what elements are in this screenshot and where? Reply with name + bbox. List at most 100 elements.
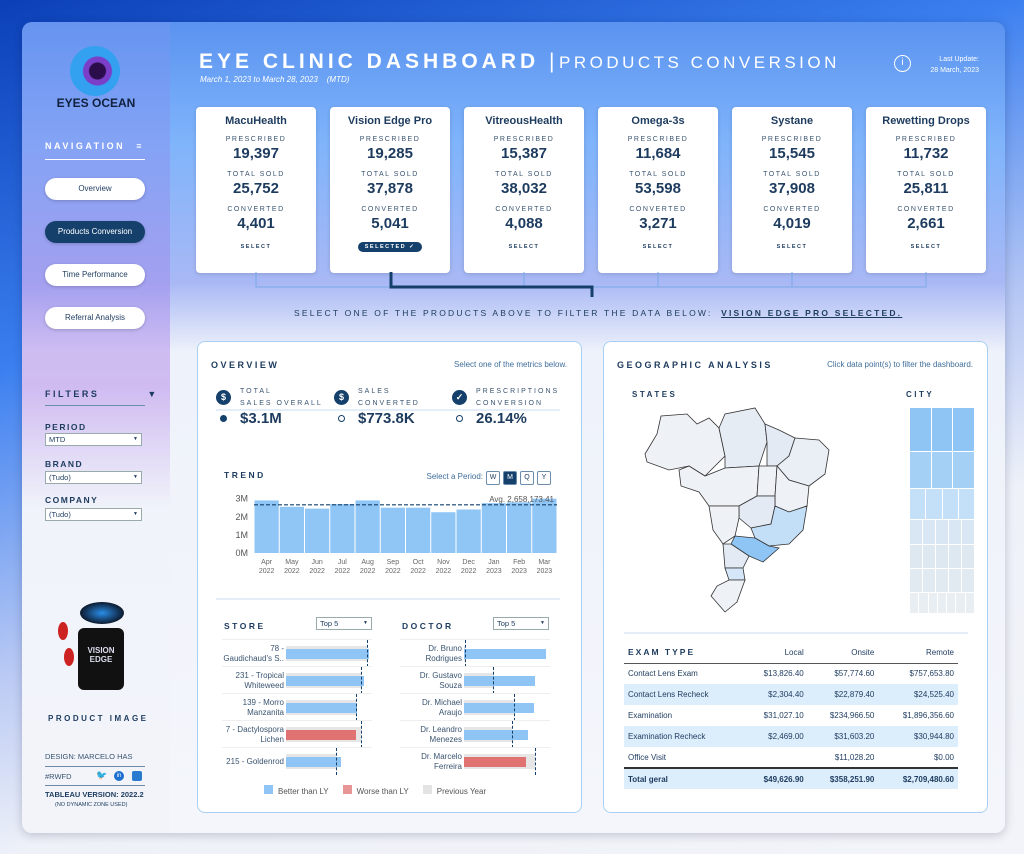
bar-row[interactable]: Dr. Michael Araujo [400, 693, 550, 721]
city-cell[interactable] [962, 520, 974, 544]
selected-product-link[interactable]: VISION EDGE PRO SELECTED. [721, 308, 903, 318]
exam-row[interactable]: Contact Lens Exam $13,826.40 $57,774.60 $75… [624, 663, 958, 684]
kpi-metric[interactable]: $ TOTAL SALES OVERALL $3.1M [216, 386, 331, 427]
city-cell[interactable] [923, 520, 935, 544]
city-cell[interactable] [965, 593, 974, 613]
brazil-states-map[interactable] [639, 406, 839, 616]
period-button-w[interactable]: W [486, 471, 500, 485]
city-cell[interactable] [910, 408, 931, 451]
city-cell[interactable] [936, 545, 948, 568]
trend-bar[interactable] [279, 506, 304, 553]
period-button-q[interactable]: Q [520, 471, 534, 485]
kpi-radio[interactable] [220, 415, 227, 422]
product-card[interactable]: Omega-3s PRESCRIBED 11,684 TOTAL SOLD 53,5… [598, 107, 718, 273]
exam-row[interactable]: Examination $31,027.10 $234,966.50 $1,896,3… [624, 705, 958, 726]
trend-bar[interactable] [507, 502, 532, 553]
current-bar[interactable] [464, 730, 528, 740]
city-cell[interactable] [953, 452, 974, 488]
city-cell[interactable] [936, 569, 948, 592]
kpi-metric[interactable]: ✓ PRESCRIPTIONS CONVERSION 26.14% [452, 386, 567, 427]
city-cell[interactable] [928, 593, 937, 613]
city-treemap[interactable] [910, 408, 975, 614]
trend-bar[interactable] [431, 512, 456, 553]
trend-bar[interactable] [406, 507, 431, 553]
current-bar[interactable] [286, 730, 356, 740]
youtube-icon[interactable] [132, 771, 142, 781]
city-cell[interactable] [923, 545, 935, 568]
period-select[interactable]: MTD [45, 433, 142, 446]
filter-icon[interactable]: ▼ [147, 389, 159, 399]
trend-bar[interactable] [254, 500, 279, 553]
product-card[interactable]: MacuHealth PRESCRIBED 19,397 TOTAL SOLD 25… [196, 107, 316, 273]
current-bar[interactable] [286, 757, 342, 767]
trend-bar[interactable] [532, 498, 557, 553]
city-cell[interactable] [910, 489, 926, 519]
nav-referral-analysis[interactable]: Referral Analysis [45, 307, 145, 329]
bar-row[interactable]: 231 - Tropical Whiteweed [222, 666, 372, 694]
bar-row[interactable]: 215 - Goldenrod [222, 747, 372, 775]
city-cell[interactable] [962, 545, 974, 568]
current-bar[interactable] [464, 676, 535, 686]
nav-products-conversion[interactable]: Products Conversion [45, 221, 145, 243]
brand-select[interactable]: (Tudo) [45, 471, 142, 484]
kpi-metric[interactable]: $ SALES CONVERTED $773.8K [334, 386, 449, 427]
trend-bar[interactable] [456, 509, 481, 554]
menu-icon[interactable]: ≡ [136, 141, 144, 151]
city-cell[interactable] [910, 452, 931, 488]
city-cell[interactable] [942, 489, 958, 519]
exam-row[interactable]: Contact Lens Recheck $2,304.40 $22,879.40 $… [624, 684, 958, 705]
current-bar[interactable] [286, 676, 365, 686]
kpi-radio[interactable] [456, 415, 463, 422]
product-card[interactable]: Rewetting Drops PRESCRIBED 11,732 TOTAL S… [866, 107, 986, 273]
city-cell[interactable] [937, 593, 947, 613]
city-cell[interactable] [931, 452, 953, 488]
city-cell[interactable] [910, 520, 922, 544]
bar-row[interactable]: Dr. Bruno Rodrigues [400, 639, 550, 667]
trend-bar[interactable] [355, 500, 380, 553]
period-button-y[interactable]: Y [537, 471, 551, 485]
city-cell[interactable] [949, 569, 961, 592]
select-button[interactable]: SELECT [642, 244, 674, 250]
city-cell[interactable] [949, 520, 961, 544]
trend-bar[interactable] [305, 508, 330, 553]
company-select[interactable]: (Tudo) [45, 508, 142, 521]
city-cell[interactable] [958, 489, 974, 519]
city-cell[interactable] [910, 593, 919, 613]
select-button[interactable]: SELECTED ✓ [358, 242, 422, 252]
current-bar[interactable] [464, 757, 527, 767]
city-cell[interactable] [919, 593, 928, 613]
period-button-m[interactable]: M [503, 471, 517, 485]
exam-row[interactable]: Office Visit $11,028.20 $0.00 [624, 747, 958, 768]
trend-bar[interactable] [330, 504, 355, 553]
bar-row[interactable]: Dr. Leandro Menezes [400, 720, 550, 748]
city-cell[interactable] [926, 489, 942, 519]
product-card[interactable]: Systane PRESCRIBED 15,545 TOTAL SOLD 37,90… [732, 107, 852, 273]
select-button[interactable]: SELECT [240, 244, 272, 250]
product-card[interactable]: Vision Edge Pro PRESCRIBED 19,285 TOTAL S… [330, 107, 450, 273]
twitter-icon[interactable]: 🐦 [96, 770, 108, 780]
city-cell[interactable] [910, 569, 922, 592]
linkedin-icon[interactable]: in [114, 771, 124, 781]
product-card[interactable]: VitreousHealth PRESCRIBED 15,387 TOTAL SO… [464, 107, 584, 273]
trend-bar[interactable] [481, 503, 506, 553]
city-cell[interactable] [949, 545, 961, 568]
current-bar[interactable] [286, 649, 370, 659]
current-bar[interactable] [286, 703, 358, 713]
city-cell[interactable] [936, 520, 948, 544]
city-cell[interactable] [910, 545, 922, 568]
nav-overview[interactable]: Overview [45, 178, 145, 200]
bar-row[interactable]: Dr. Marcelo Ferreira [400, 747, 550, 775]
doctor-top-select[interactable]: Top 5 [493, 617, 549, 630]
city-cell[interactable] [956, 593, 965, 613]
trend-bar[interactable] [380, 507, 405, 553]
current-bar[interactable] [464, 649, 547, 659]
bar-row[interactable]: 78 - Gaudichaud's S.. [222, 639, 372, 667]
city-cell[interactable] [947, 593, 956, 613]
city-cell[interactable] [953, 408, 974, 451]
store-top-select[interactable]: Top 5 [316, 617, 372, 630]
city-cell[interactable] [923, 569, 935, 592]
current-bar[interactable] [464, 703, 534, 713]
bar-row[interactable]: Dr. Gustavo Souza [400, 666, 550, 694]
kpi-radio[interactable] [338, 415, 345, 422]
info-icon[interactable]: i [894, 55, 911, 72]
